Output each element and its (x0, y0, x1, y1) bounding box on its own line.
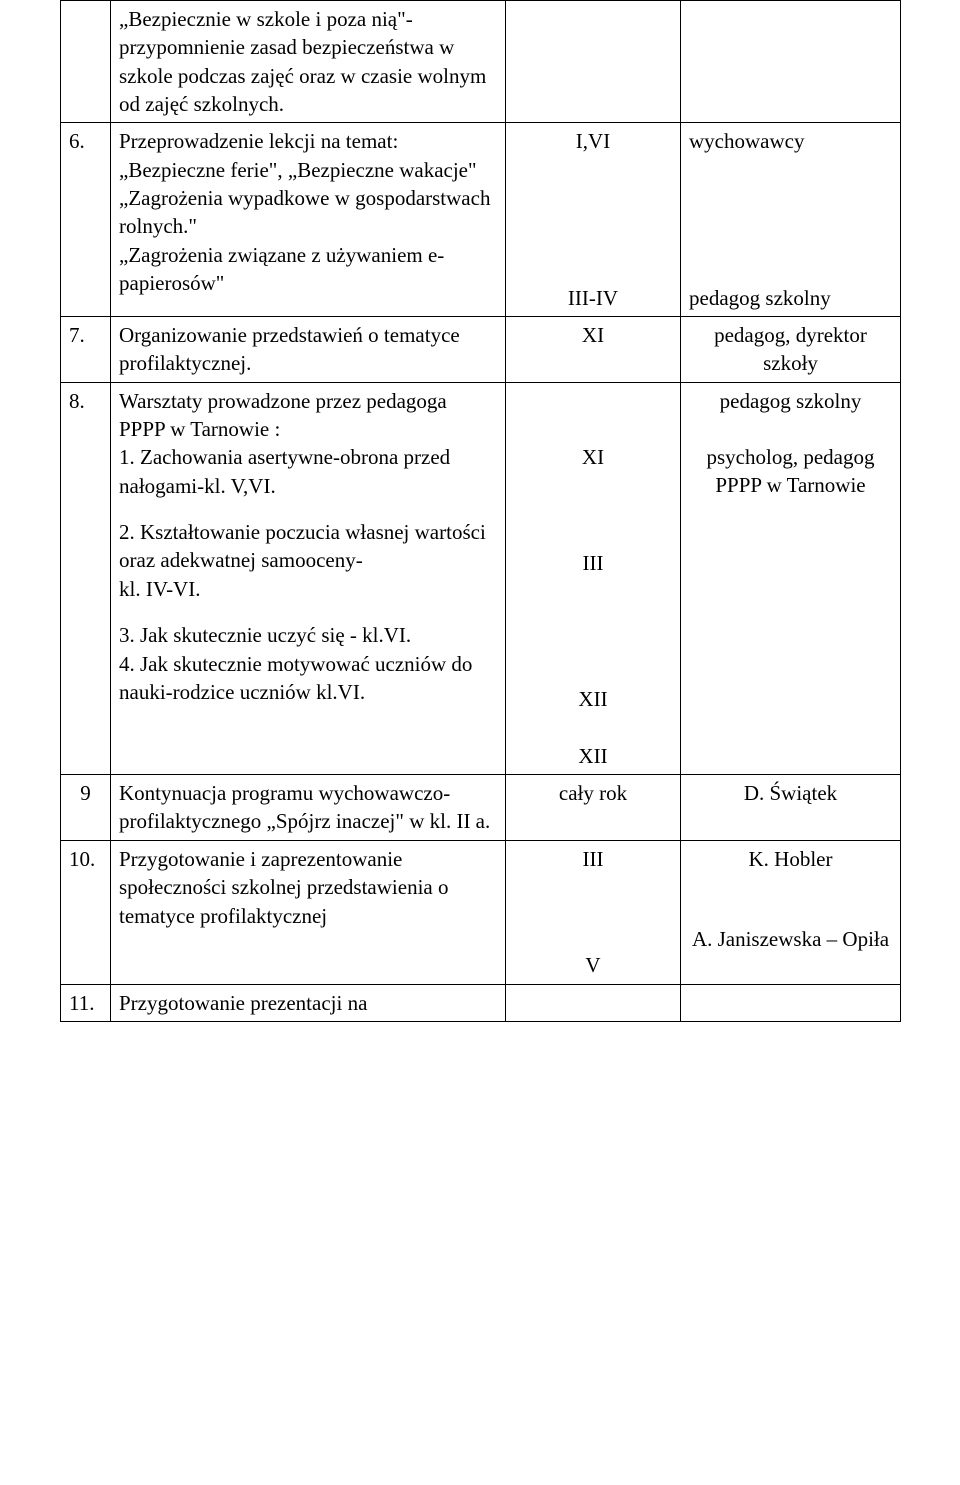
row-resp: pedagog, dyrektor szkoły (681, 317, 901, 383)
term-text: V (514, 951, 672, 979)
row-number: 10. (61, 840, 111, 984)
term-text: XII (514, 685, 672, 713)
table-row: „Bezpiecznie w szkole i poza nią"- przyp… (61, 1, 901, 123)
table-row: 6. Przeprowadzenie lekcji na temat: „Bez… (61, 123, 901, 317)
curriculum-table: „Bezpiecznie w szkole i poza nią"- przyp… (60, 0, 901, 1022)
row-desc: Przygotowanie prezentacji na (111, 984, 506, 1021)
term-text: III (514, 845, 672, 873)
desc-text: kl. IV-VI. (119, 575, 497, 603)
desc-text: 1. Zachowania asertywne-obrona przed nał… (119, 443, 497, 500)
desc-text: Przygotowanie i zaprezentowanie społeczn… (119, 847, 448, 928)
term-text: III-IV (514, 284, 672, 312)
row-term (506, 984, 681, 1021)
desc-text: 4. Jak skutecznie motywować uczniów do n… (119, 650, 497, 707)
row-number: 9 (61, 775, 111, 841)
desc-text: Organizowanie przedstawień o tematyce pr… (119, 323, 460, 375)
desc-text: „Zagrożenia związane z używaniem e-papie… (119, 241, 497, 298)
table-row: 7. Organizowanie przedstawień o tematyce… (61, 317, 901, 383)
row-number: 8. (61, 382, 111, 774)
desc-text: Warsztaty prowadzone przez pedagoga PPPP… (119, 387, 497, 444)
row-term (506, 1, 681, 123)
row-desc: Warsztaty prowadzone przez pedagoga PPPP… (111, 382, 506, 774)
row-resp (681, 1, 901, 123)
desc-text: 3. Jak skutecznie uczyć się - kl.VI. (119, 621, 497, 649)
row-number (61, 1, 111, 123)
row-desc: Przygotowanie i zaprezentowanie społeczn… (111, 840, 506, 984)
row-resp: K. Hobler A. Janiszewska – Opiła (681, 840, 901, 984)
row-term: XI (506, 317, 681, 383)
desc-text: Kontynuacja programu wychowawczo-profila… (119, 781, 490, 833)
row-desc: „Bezpiecznie w szkole i poza nią"- przyp… (111, 1, 506, 123)
term-text: III (514, 549, 672, 577)
table-row: 10. Przygotowanie i zaprezentowanie społ… (61, 840, 901, 984)
row-term: I,VI III-IV (506, 123, 681, 317)
row-resp: D. Świątek (681, 775, 901, 841)
desc-text: „Bezpiecznie w szkole i poza nią"- przyp… (119, 7, 486, 116)
term-text: XI (514, 443, 672, 471)
resp-text: pedagog szkolny (689, 284, 892, 312)
row-desc: Organizowanie przedstawień o tematyce pr… (111, 317, 506, 383)
resp-text: pedagog szkolny (689, 387, 892, 415)
table-row: 11. Przygotowanie prezentacji na (61, 984, 901, 1021)
resp-text: psycholog, pedagog PPPP w Tarnowie (689, 443, 892, 500)
desc-text: Przygotowanie prezentacji na (119, 991, 367, 1015)
table-row: 8. Warsztaty prowadzone przez pedagoga P… (61, 382, 901, 774)
term-text: I,VI (514, 127, 672, 155)
row-term: XI III XII XII (506, 382, 681, 774)
row-desc: Przeprowadzenie lekcji na temat: „Bezpie… (111, 123, 506, 317)
row-term: III V (506, 840, 681, 984)
row-resp: pedagog szkolny psycholog, pedagog PPPP … (681, 382, 901, 774)
table-row: 9 Kontynuacja programu wychowawczo-profi… (61, 775, 901, 841)
desc-text: Przeprowadzenie lekcji na temat: „Bezpie… (119, 127, 497, 240)
resp-text: K. Hobler (689, 845, 892, 873)
row-number: 11. (61, 984, 111, 1021)
row-term: cały rok (506, 775, 681, 841)
resp-text: wychowawcy (689, 127, 892, 155)
row-resp: wychowawcy pedagog szkolny (681, 123, 901, 317)
resp-text: A. Janiszewska – Opiła (689, 925, 892, 953)
term-text: XII (514, 742, 672, 770)
desc-text: 2. Kształtowanie poczucia własnej wartoś… (119, 518, 497, 575)
row-resp (681, 984, 901, 1021)
row-desc: Kontynuacja programu wychowawczo-profila… (111, 775, 506, 841)
row-number: 7. (61, 317, 111, 383)
row-number: 6. (61, 123, 111, 317)
